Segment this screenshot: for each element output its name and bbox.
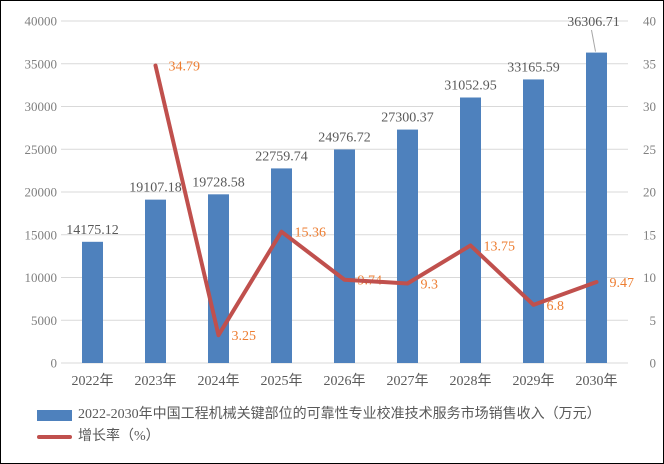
- bar-2027年: [397, 129, 418, 363]
- left-axis-tick: 15000: [25, 227, 58, 242]
- bar-2023年: [145, 199, 166, 363]
- line-value-label: 9.47: [610, 276, 635, 291]
- bar-2028年: [460, 97, 481, 363]
- bar-value-label: 31052.95: [444, 78, 497, 93]
- line-value-label: 6.8: [547, 299, 565, 314]
- bar-2025年: [271, 168, 292, 363]
- bar-value-label: 24976.72: [318, 130, 371, 145]
- x-axis-label: 2024年: [198, 373, 240, 389]
- line-value-label: 9.3: [421, 277, 439, 292]
- x-axis-label: 2027年: [387, 373, 429, 389]
- bar-value-label: 19107.18: [129, 181, 182, 196]
- bar-value-label: 22759.74: [255, 149, 308, 164]
- right-axis-tick: 20: [643, 185, 656, 200]
- right-axis-tick: 40: [643, 14, 656, 29]
- bar-value-label: 14175.12: [66, 223, 119, 238]
- bar-2024年: [208, 194, 229, 363]
- legend-line-swatch-icon: [37, 435, 72, 439]
- legend-item-growth-rate: 增长率（%）: [37, 426, 657, 448]
- bar-value-label: 27300.37: [381, 111, 434, 126]
- left-axis-tick: 10000: [25, 270, 58, 285]
- line-value-label: 15.36: [295, 226, 327, 241]
- right-axis-tick: 10: [643, 270, 656, 285]
- left-axis-tick: 40000: [25, 14, 58, 29]
- bar-2026年: [334, 149, 355, 363]
- x-axis-label: 2030年: [576, 373, 618, 389]
- x-axis-label: 2023年: [135, 373, 177, 389]
- bar-value-label: 19728.58: [192, 175, 245, 190]
- legend-bar-swatch-icon: [37, 409, 72, 421]
- right-axis-tick: 25: [643, 142, 656, 157]
- bar-value-label: 33165.59: [507, 60, 560, 75]
- line-value-label: 34.79: [169, 60, 201, 75]
- label-leader-line: [591, 29, 596, 52]
- line-value-label: 3.25: [232, 329, 257, 344]
- chart-legend: 2022-2030年中国工程机械关键部位的可靠性专业校准技术服务市场销售收入（万…: [37, 404, 657, 448]
- left-axis-tick: 30000: [25, 99, 58, 114]
- growth-rate-line: [153, 63, 599, 338]
- x-axis-label: 2022年: [72, 373, 114, 389]
- legend-label-revenue: 2022-2030年中国工程机械关键部位的可靠性专业校准技术服务市场销售收入（万…: [78, 407, 601, 422]
- right-axis-tick: 5: [650, 313, 657, 328]
- right-axis-tick: 15: [643, 227, 656, 242]
- left-axis-tick: 20000: [25, 185, 58, 200]
- right-axis-tick: 30: [643, 99, 656, 114]
- x-axis-label: 2028年: [450, 373, 492, 389]
- bar-value-label: 36306.71: [567, 15, 620, 30]
- bar-2022年: [82, 241, 103, 363]
- legend-item-revenue: 2022-2030年中国工程机械关键部位的可靠性专业校准技术服务市场销售收入（万…: [37, 404, 657, 426]
- legend-label-growth-rate: 增长率（%）: [78, 429, 160, 444]
- right-axis-tick: 35: [643, 56, 656, 71]
- left-axis-tick: 35000: [25, 56, 58, 71]
- x-axis-label: 2029年: [513, 373, 555, 389]
- left-axis-tick: 0: [51, 356, 58, 371]
- left-axis-tick: 5000: [31, 313, 57, 328]
- left-axis-tick: 25000: [25, 142, 58, 157]
- line-value-label: 13.75: [484, 239, 516, 254]
- x-axis-label: 2025年: [261, 373, 303, 389]
- bar-2029年: [523, 79, 544, 363]
- right-axis-tick: 0: [650, 356, 657, 371]
- bar-2030年: [586, 52, 607, 363]
- x-axis-label: 2026年: [324, 373, 366, 389]
